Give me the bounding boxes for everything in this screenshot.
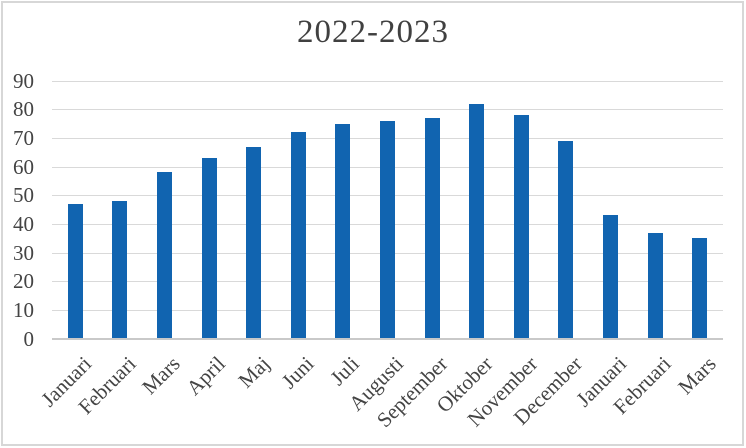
bar-februari[interactable]: [647, 232, 663, 339]
x-axis-tick-label-mars: Mars: [672, 351, 721, 400]
bar-januari[interactable]: [67, 203, 83, 339]
y-axis-tick-label: 50: [13, 183, 34, 208]
bar-september[interactable]: [424, 117, 440, 339]
gridline: [51, 80, 723, 82]
y-axis-tick-label: 30: [13, 240, 34, 265]
x-axis-tick-label-mars: Mars: [137, 351, 186, 400]
bar-april[interactable]: [201, 158, 217, 339]
x-axis-tick-label-april: April: [181, 351, 230, 400]
x-axis-tick-label-juni: Juni: [277, 351, 319, 394]
gridline: [51, 109, 723, 111]
y-axis-tick-label: 20: [13, 269, 34, 294]
y-axis-tick-label: 80: [13, 97, 34, 122]
bar-augusti[interactable]: [380, 120, 395, 339]
x-axis-line: [51, 338, 723, 341]
bar-oktober[interactable]: [469, 103, 485, 339]
bar-december[interactable]: [558, 140, 574, 339]
y-axis-tick-label: 90: [13, 68, 34, 93]
y-axis-tick-label: 70: [13, 125, 34, 150]
bar-februari[interactable]: [112, 201, 128, 339]
chart-title[interactable]: 2022-2023: [297, 14, 449, 50]
bar-januari[interactable]: [603, 215, 618, 339]
bar-juni[interactable]: [290, 132, 306, 339]
bar-november[interactable]: [513, 115, 529, 339]
bar-juli[interactable]: [335, 123, 351, 339]
bar-mars[interactable]: [692, 238, 708, 339]
x-axis-tick-label-maj: Maj: [233, 351, 275, 393]
y-axis-tick-label: 60: [13, 154, 34, 179]
y-axis-tick-label: 0: [23, 326, 35, 351]
bar-maj[interactable]: [246, 146, 262, 339]
y-axis-tick-label: 10: [13, 298, 34, 323]
bar-mars[interactable]: [157, 172, 172, 339]
y-axis-tick-label: 40: [13, 212, 34, 237]
